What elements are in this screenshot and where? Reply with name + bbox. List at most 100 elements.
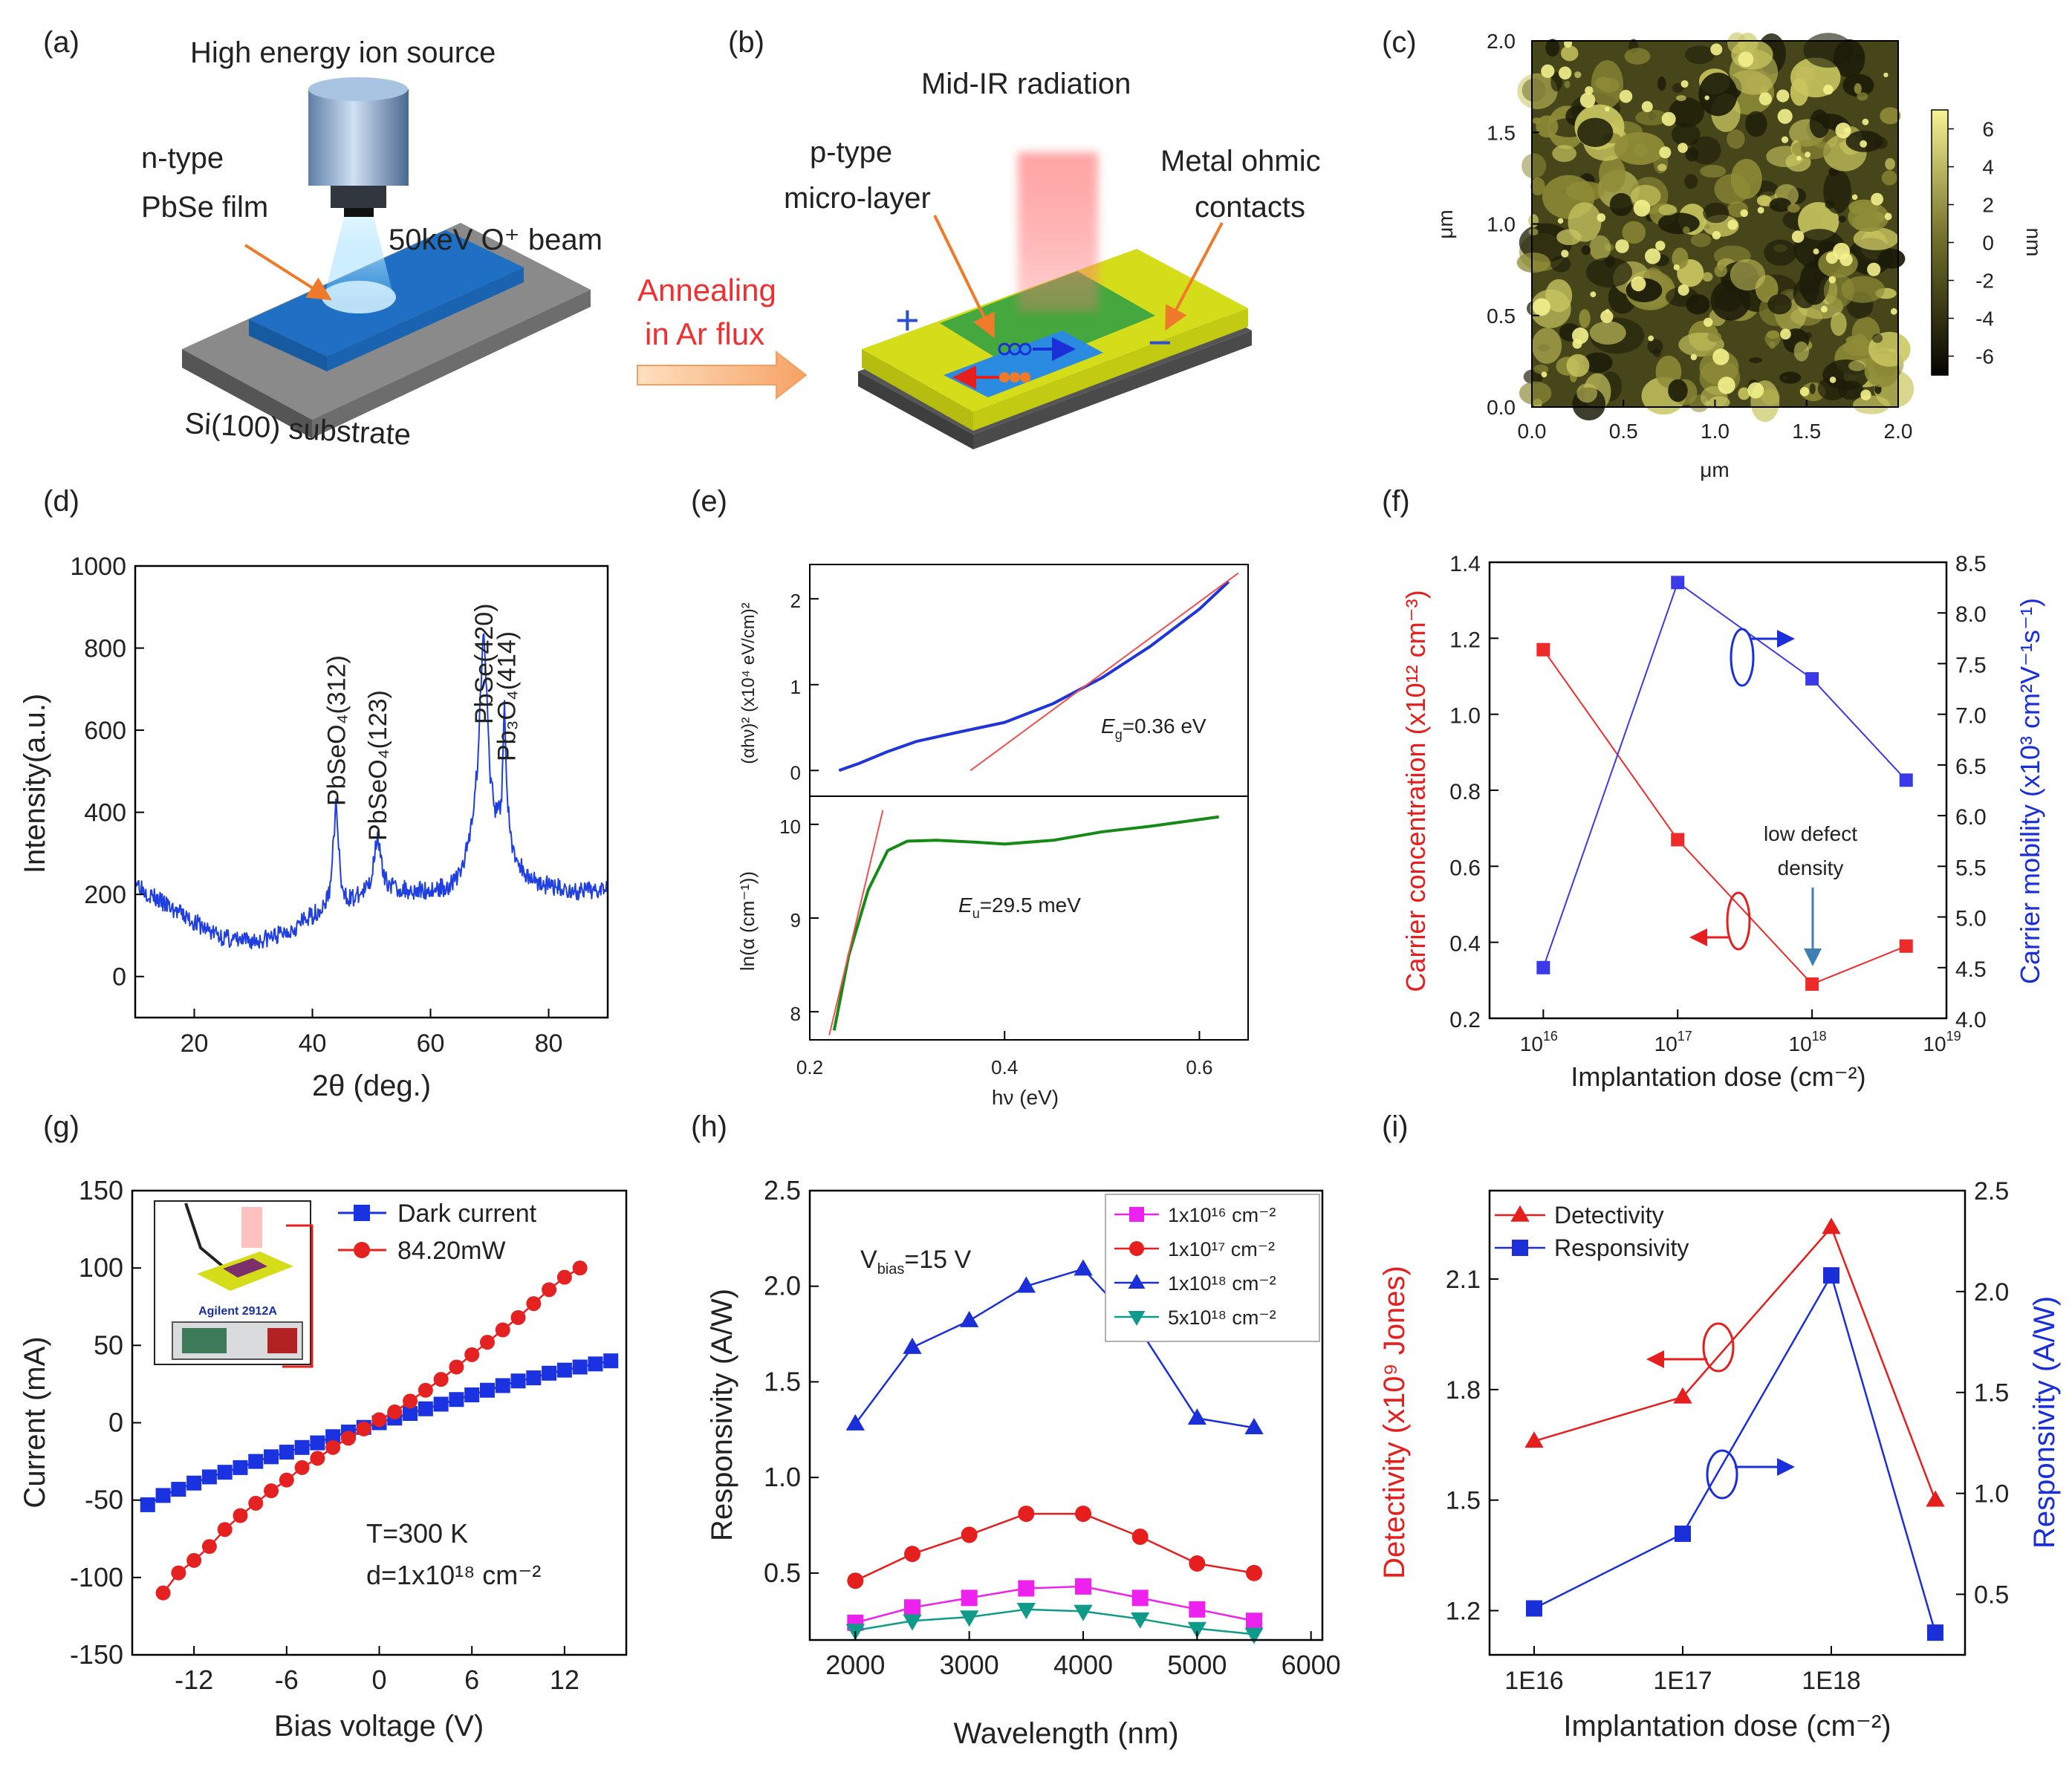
y-tick-label: 5.5 [1955,856,1987,880]
afm-grain [1749,357,1762,363]
afm-particle [1541,371,1547,378]
afm-particle [1605,308,1610,314]
y-tick-label: 1.0 [1974,1480,2009,1509]
afm-particle [1680,79,1689,88]
series-line [147,1359,611,1506]
peak-annotation: Pb₃O₄(414) [493,631,521,761]
data-point [904,1546,920,1563]
x-tick-label: 20 [181,1029,209,1058]
annotation-part: E [1101,715,1115,738]
afm-particle [1655,241,1666,251]
data-point [1131,1528,1149,1545]
y-axis-label-right: Carrier mobility (x10³ cm²V⁻¹s⁻¹) [2015,598,2045,984]
afm-grain [1614,131,1666,166]
x-tick-label: -12 [175,1665,213,1695]
x-tick-label: 3000 [940,1650,999,1680]
data-point [961,1526,978,1543]
x-axis-label: hν (eV) [992,1086,1059,1109]
afm-particle [1718,377,1735,394]
layer-label-2: micro-layer [784,182,931,215]
afm-particle [1781,136,1789,143]
panel-h-label: (h) [691,1110,727,1143]
y-tick-label: 0 [790,761,801,784]
layer-pointer-arrow [933,215,995,339]
data-point [526,1370,542,1386]
data-point [1536,642,1550,657]
x-axis-label: Implantation dose (cm⁻²) [1563,1710,1891,1742]
data-point [186,1475,202,1491]
panel-b-label: (b) [728,26,764,59]
colorbar-tick-label: -6 [1975,345,1994,368]
annealing-step: Annealing in Ar flux [637,273,808,400]
annotation-line: density [1778,856,1844,879]
y-axis-label-left: Detectivity (x10⁹ Jones) [1378,1266,1411,1579]
axis-indicator-ellipse [1702,1322,1735,1373]
data-point [279,1472,294,1488]
afm-grain [1809,109,1830,138]
instrument-terminals [267,1328,297,1353]
absorption-curve [838,580,1230,772]
afm-grain [1582,352,1613,374]
y-axis-label: Responsivity (A/W) [706,1289,738,1541]
panel-b-title: Mid-IR radiation [921,68,1131,100]
data-point [904,1599,920,1616]
data-point [294,1439,310,1455]
tick-base: 10 [1654,1032,1678,1055]
data-point [1524,1431,1544,1448]
afm-particle [1645,248,1661,264]
x-tick-label: 2000 [825,1650,885,1680]
afm-particle [1590,291,1597,298]
y-tick-label: 7.5 [1955,653,1987,677]
afm-grain [1585,257,1633,287]
afm-grain [1715,287,1743,312]
beam-label: 50keV O⁺ beam [389,224,603,256]
x-tick-label: 0.5 [1609,420,1638,443]
y-tick-label: 6.0 [1955,805,1987,830]
legend-label: 1x10¹⁸ cm⁻² [1168,1272,1276,1295]
afm-grain [1700,164,1727,178]
afm-grain [1665,287,1699,307]
afm-grain [1536,115,1559,138]
afm-particle [1884,212,1892,221]
afm-particle [1579,92,1596,108]
process-arrow [637,350,808,400]
data-point [1926,1490,1945,1507]
y-tick-label: 1.5 [1446,1487,1481,1515]
x-tick-label: 1E16 [1504,1667,1563,1695]
afm-particle [1704,317,1713,328]
panel-d-label: (d) [43,485,79,518]
afm-grain [1565,180,1605,201]
dose-annotation: d=1x10¹⁸ cm⁻² [366,1560,541,1590]
annotation-part: bias [877,1261,905,1278]
contact-label-1: Metal ohmic [1160,145,1321,178]
afm-grain [1657,163,1667,172]
y-tick-label: 150 [79,1175,123,1205]
data-point [387,1404,403,1419]
y-tick-label: 1.0 [1449,704,1481,729]
contact-label-2: contacts [1195,191,1305,224]
x-tick-label: 4000 [1053,1650,1113,1680]
afm-particle [1871,192,1884,206]
y-tick-label: 0.4 [1449,932,1481,957]
data-point [526,1296,542,1312]
data-point [1244,1627,1264,1644]
afm-particle [1757,206,1764,214]
y-tick-label: 0 [112,963,126,992]
axis-indicator-ellipse [1706,1449,1738,1500]
data-point [556,1362,572,1378]
afm-particle [1867,262,1881,276]
afm-particle [1862,118,1869,126]
y-axis-label-left: Carrier concentration (x10¹² cm⁻³) [1400,590,1431,992]
afm-particle [1633,199,1651,217]
data-point [1018,1580,1035,1597]
data-point [248,1495,264,1511]
colorbar-tick-label: 6 [1982,118,1994,141]
afm-grain [1517,73,1558,110]
ir-radiation-beam [1018,152,1098,312]
afm-grain [1689,136,1721,165]
afm-grain [1598,155,1626,193]
afm-particle [1839,253,1853,267]
afm-particle [1796,155,1802,161]
data-point [1074,1604,1093,1621]
